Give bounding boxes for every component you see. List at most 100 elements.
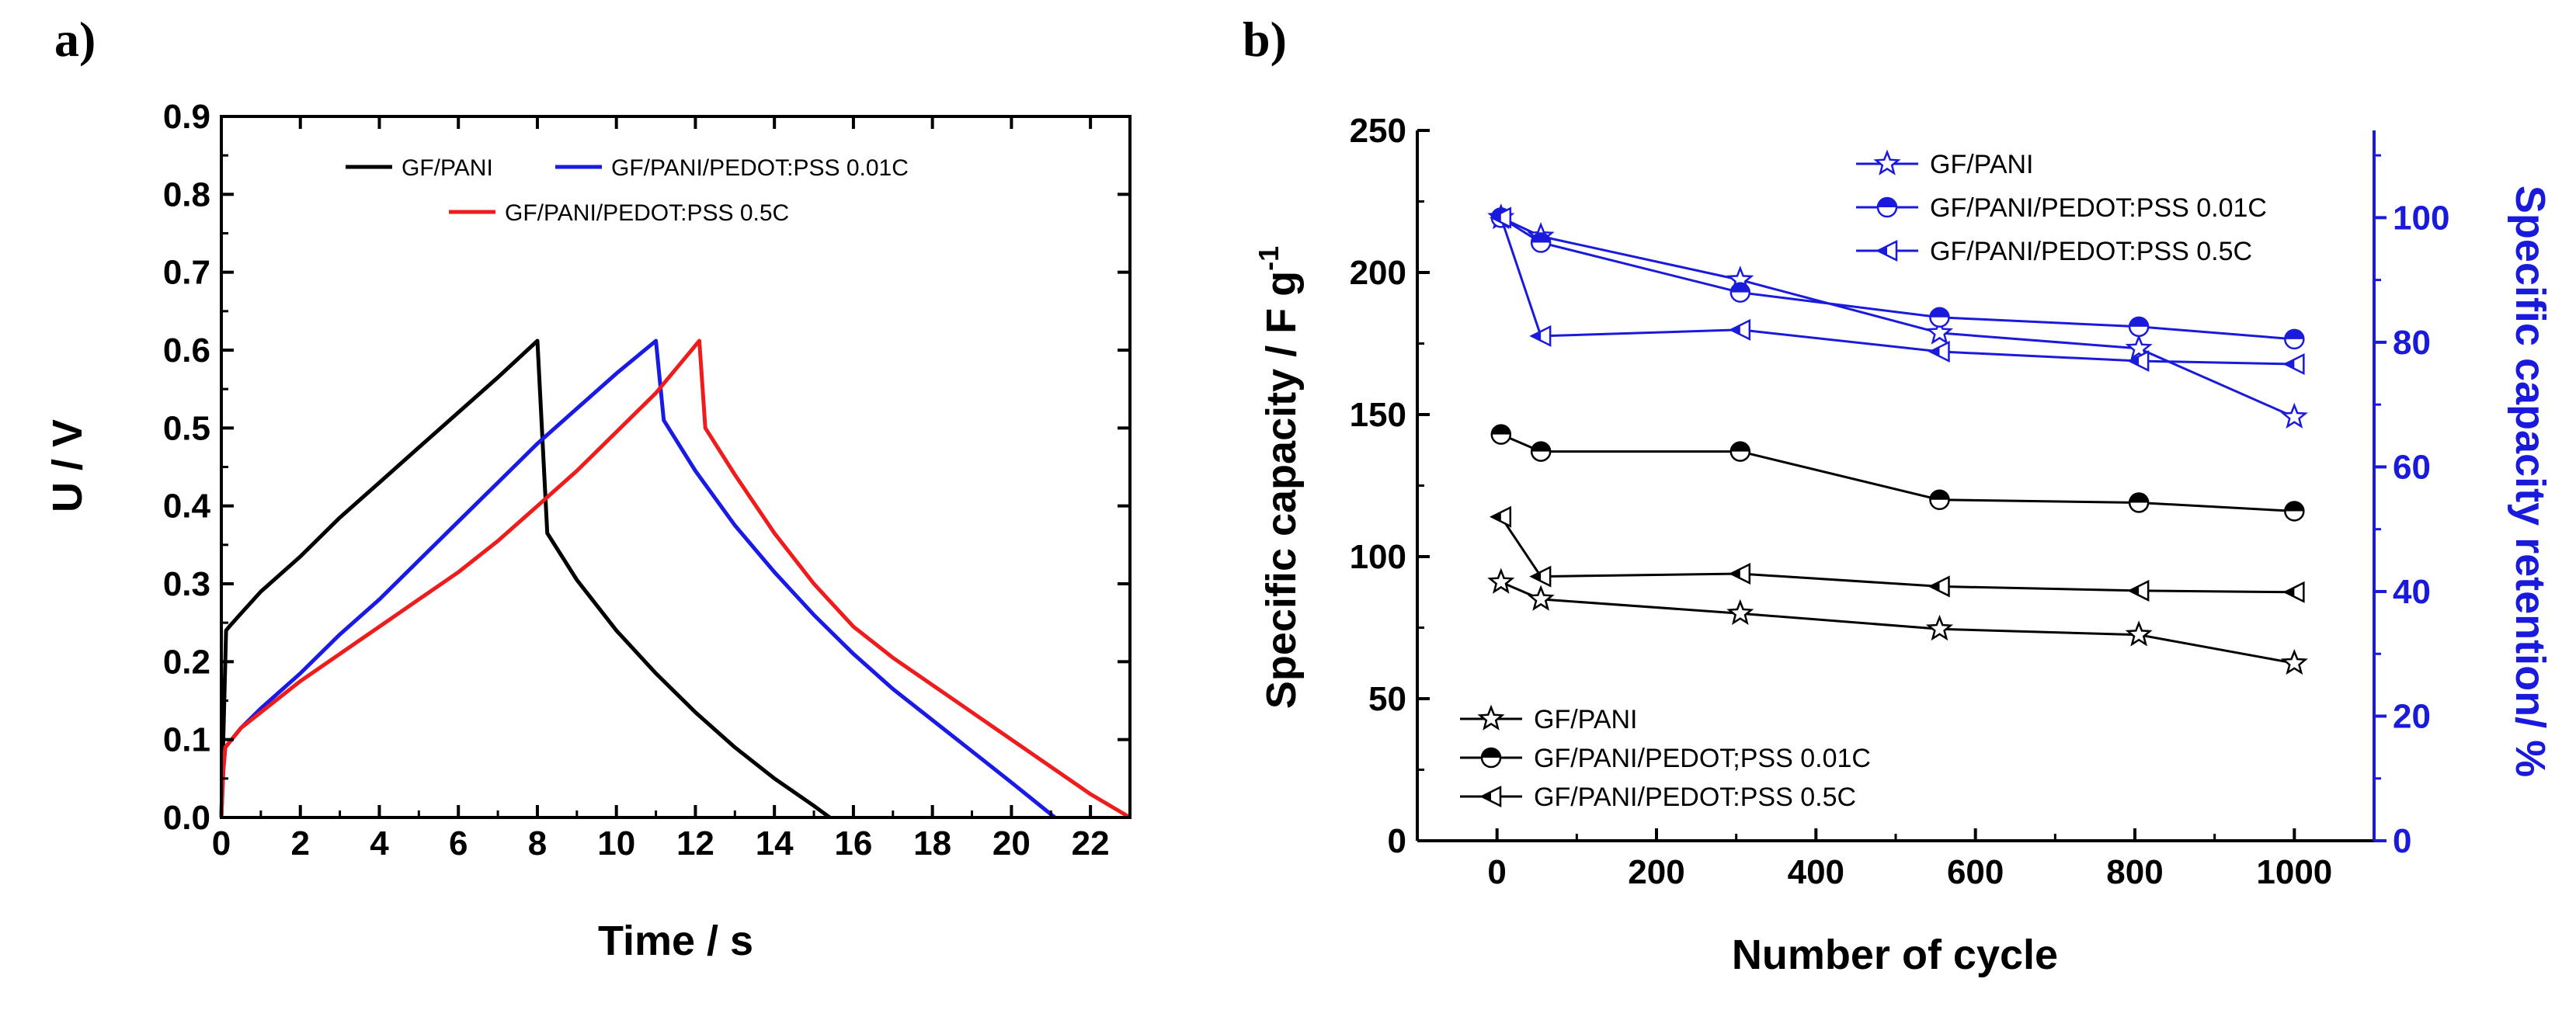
retention-point-gf-pani bbox=[2125, 334, 2153, 360]
b-y2-tick-label-100: 100 bbox=[2393, 199, 2449, 237]
x-tick-label-8: 8 bbox=[528, 824, 547, 862]
panel-a-ticks: 0 2 4 6 8 10 12 14 16 18 20 22 0.0 0.1 0.2 0.3 0.4 0.5 0.6… bbox=[163, 98, 1130, 862]
retention-point-gf-pani-star-shape bbox=[2280, 402, 2308, 429]
legend-top-marker-gf-pani-pedot-pss-0-5c-triangle-fill bbox=[1878, 246, 1887, 255]
panel-b-legends: GF/PANI GF/PANI/PEDOT:PSS 0.01C GF/PANI/PE… bbox=[1460, 149, 2267, 812]
retention-point-gf-pani-pedot-pss-0-5c-triangle-fill bbox=[1491, 213, 1501, 223]
capacity-point-gf-pani-pedot-pss-0-5c bbox=[1928, 575, 1950, 598]
capacity-point-gf-pani-pedot-pss-0-5c-triangle-fill bbox=[1730, 568, 1740, 578]
retention-point-gf-pani bbox=[2280, 402, 2308, 429]
capacity-point-gf-pani-star-shape bbox=[1726, 599, 1754, 626]
capacity-point-gf-pani bbox=[1925, 614, 1953, 641]
capacity-point-gf-pani-pedot-pss-0-01c-circle-fill bbox=[2129, 493, 2149, 503]
capacity-point-gf-pani-star-shape bbox=[1487, 567, 1515, 594]
retention-point-gf-pani bbox=[1925, 318, 1953, 345]
x-tick-label-12: 12 bbox=[676, 824, 714, 862]
capacity-point-gf-pani-pedot-pss-0-5c-triangle-fill bbox=[2285, 587, 2295, 597]
capacity-point-gf-pani-pedot-pss-0-5c bbox=[1729, 562, 1751, 585]
series-line-gf-pani-pedot-pss-0-01c bbox=[219, 338, 1056, 819]
panel-a-y-axis-title: U / V bbox=[44, 419, 91, 512]
capacity-point-gf-pani bbox=[1726, 599, 1754, 626]
legend-top-marker-gf-pani-pedot-pss-0-01c-circle-fill bbox=[1878, 198, 1896, 207]
legend-label-gf-pani-pedot-pss-0-5c: GF/PANI/PEDOT:PSS 0.5C bbox=[505, 200, 789, 226]
retention-point-gf-pani-pedot-pss-0-5c bbox=[2282, 352, 2305, 376]
capacity-point-gf-pani-pedot-pss-0-01c bbox=[1490, 424, 1512, 445]
b-x-tick-label-600: 600 bbox=[1947, 853, 2004, 891]
panel-b-y2-axis-title: Specific capacity retention/ % bbox=[2507, 186, 2553, 777]
retention-point-gf-pani-pedot-pss-0-01c-circle-fill bbox=[1531, 233, 1551, 243]
retention-point-gf-pani-pedot-pss-0-01c bbox=[2284, 328, 2305, 350]
capacity-line-gf-pani-pedot-pss-0-01c bbox=[1500, 433, 2295, 512]
retention-point-gf-pani-pedot-pss-0-5c bbox=[1490, 207, 1512, 229]
capacity-line-gf-pani bbox=[1500, 581, 2295, 665]
b-y-tick-label-50: 50 bbox=[1368, 680, 1406, 718]
legend-top-label-gf-pani-pedot-pss-0-01c: GF/PANI/PEDOT:PSS 0.01C bbox=[1930, 193, 2267, 223]
capacity-point-gf-pani-pedot-pss-0-5c bbox=[2127, 579, 2150, 602]
capacity-point-gf-pani-pedot-pss-0-5c-triangle-fill bbox=[1930, 581, 1940, 592]
b-x-tick-label-0: 0 bbox=[1487, 853, 1506, 891]
capacity-point-gf-pani-pedot-pss-0-01c bbox=[1929, 489, 1950, 511]
panel-b-y-axis-title: Specific capacity / F g-1 bbox=[1253, 246, 1305, 709]
legend-top-marker-gf-pani-pedot-pss-0-01c bbox=[1876, 196, 1898, 218]
capacity-point-gf-pani-pedot-pss-0-01c-circle-fill bbox=[2285, 502, 2304, 512]
capacity-point-gf-pani bbox=[1527, 585, 1555, 611]
b-y-tick-label-100: 100 bbox=[1350, 538, 1406, 576]
retention-point-gf-pani-pedot-pss-0-01c bbox=[2128, 316, 2150, 338]
b-y-tick-label-0: 0 bbox=[1388, 822, 1406, 860]
y-tick-label-0-2: 0.2 bbox=[163, 643, 210, 681]
panel-a: a) 0 2 4 6 8 10 12 14 16 18 20 22 0.0 0.1 0.2 0.3 0.4 0.5… bbox=[44, 12, 1132, 964]
retention-point-gf-pani-pedot-pss-0-5c-triangle-fill bbox=[2285, 359, 2295, 369]
x-tick-label-0: 0 bbox=[212, 824, 231, 862]
capacity-point-gf-pani-pedot-pss-0-01c bbox=[2128, 492, 2150, 513]
capacity-point-gf-pani-star-shape bbox=[2280, 648, 2308, 675]
capacity-point-gf-pani bbox=[1487, 567, 1515, 594]
capacity-point-gf-pani-star-shape bbox=[2125, 620, 2153, 647]
b-y2-tick-label-0: 0 bbox=[2393, 822, 2411, 860]
capacity-point-gf-pani-pedot-pss-0-5c-triangle-fill bbox=[1491, 512, 1501, 522]
b-y-tick-label-250: 250 bbox=[1350, 112, 1406, 150]
legend-bottom-marker-gf-pani-pedot-pss-0-5c-triangle-fill bbox=[1482, 792, 1491, 801]
capacity-point-gf-pani-pedot-pss-0-5c-triangle bbox=[1928, 575, 1950, 598]
retention-point-gf-pani-pedot-pss-0-5c bbox=[1928, 340, 1950, 363]
x-tick-label-22: 22 bbox=[1072, 824, 1110, 862]
b-x-tick-label-400: 400 bbox=[1788, 853, 1844, 891]
b-y-tick-label-150: 150 bbox=[1350, 396, 1406, 434]
retention-point-gf-pani-pedot-pss-0-5c-triangle-fill bbox=[1730, 325, 1740, 335]
b-y2-tick-label-80: 80 bbox=[2393, 324, 2431, 362]
panel-b-label: b) bbox=[1243, 12, 1287, 67]
capacity-point-gf-pani bbox=[2125, 620, 2153, 647]
capacity-point-gf-pani-pedot-pss-0-5c-triangle-fill bbox=[2129, 585, 2140, 595]
b-x-tick-label-1000: 1000 bbox=[2256, 853, 2332, 891]
x-tick-label-16: 16 bbox=[834, 824, 872, 862]
legend-bottom-marker-gf-pani bbox=[1477, 704, 1505, 731]
series-line-gf-pani bbox=[219, 338, 831, 820]
legend-label-gf-pani-pedot-pss-0-01c: GF/PANI/PEDOT:PSS 0.01C bbox=[611, 155, 909, 181]
capacity-point-gf-pani-pedot-pss-0-01c bbox=[1530, 441, 1552, 462]
y-tick-label-0-0: 0.0 bbox=[163, 799, 210, 837]
b-y2-tick-label-60: 60 bbox=[2393, 448, 2431, 486]
legend-top-label-gf-pani-pedot-pss-0-5c: GF/PANI/PEDOT:PSS 0.5C bbox=[1930, 237, 2252, 266]
panel-b-y-axis-title-main: Specific capacity / F g bbox=[1258, 271, 1305, 709]
capacity-line-gf-pani-pedot-pss-0-5c bbox=[1500, 515, 2295, 594]
legend-bottom-marker-gf-pani-pedot-pss-0-5c bbox=[1479, 785, 1502, 808]
capacity-point-gf-pani-pedot-pss-0-5c bbox=[1529, 565, 1552, 588]
y-tick-label-0-9: 0.9 bbox=[163, 98, 210, 136]
x-tick-label-14: 14 bbox=[756, 824, 794, 862]
capacity-point-gf-pani-pedot-pss-0-5c bbox=[1490, 505, 1512, 528]
retention-line-gf-pani-pedot-pss-0-5c bbox=[1500, 217, 2295, 366]
panel-a-series bbox=[219, 338, 1132, 820]
capacity-point-gf-pani-pedot-pss-0-01c-circle-fill bbox=[1730, 442, 1750, 452]
retention-point-gf-pani-pedot-pss-0-5c bbox=[1529, 325, 1552, 347]
legend-bottom-marker-gf-pani-pedot-pss-0-01c-circle-fill bbox=[1482, 748, 1500, 758]
y-tick-label-0-6: 0.6 bbox=[163, 331, 210, 370]
legend-label-gf-pani: GF/PANI bbox=[402, 155, 493, 181]
x-tick-label-4: 4 bbox=[370, 824, 389, 862]
panel-b-x-axis-title: Number of cycle bbox=[1732, 932, 2058, 978]
retention-point-gf-pani-pedot-pss-0-01c-circle-fill bbox=[1930, 307, 1949, 318]
x-tick-label-20: 20 bbox=[993, 824, 1031, 862]
b-y-tick-label-200: 200 bbox=[1350, 254, 1406, 292]
legend-top-marker-gf-pani bbox=[1873, 149, 1901, 175]
series-line-gf-pani-pedot-pss-0-5c bbox=[219, 338, 1132, 820]
legend-top-marker-gf-pani-star-shape bbox=[1873, 149, 1901, 175]
